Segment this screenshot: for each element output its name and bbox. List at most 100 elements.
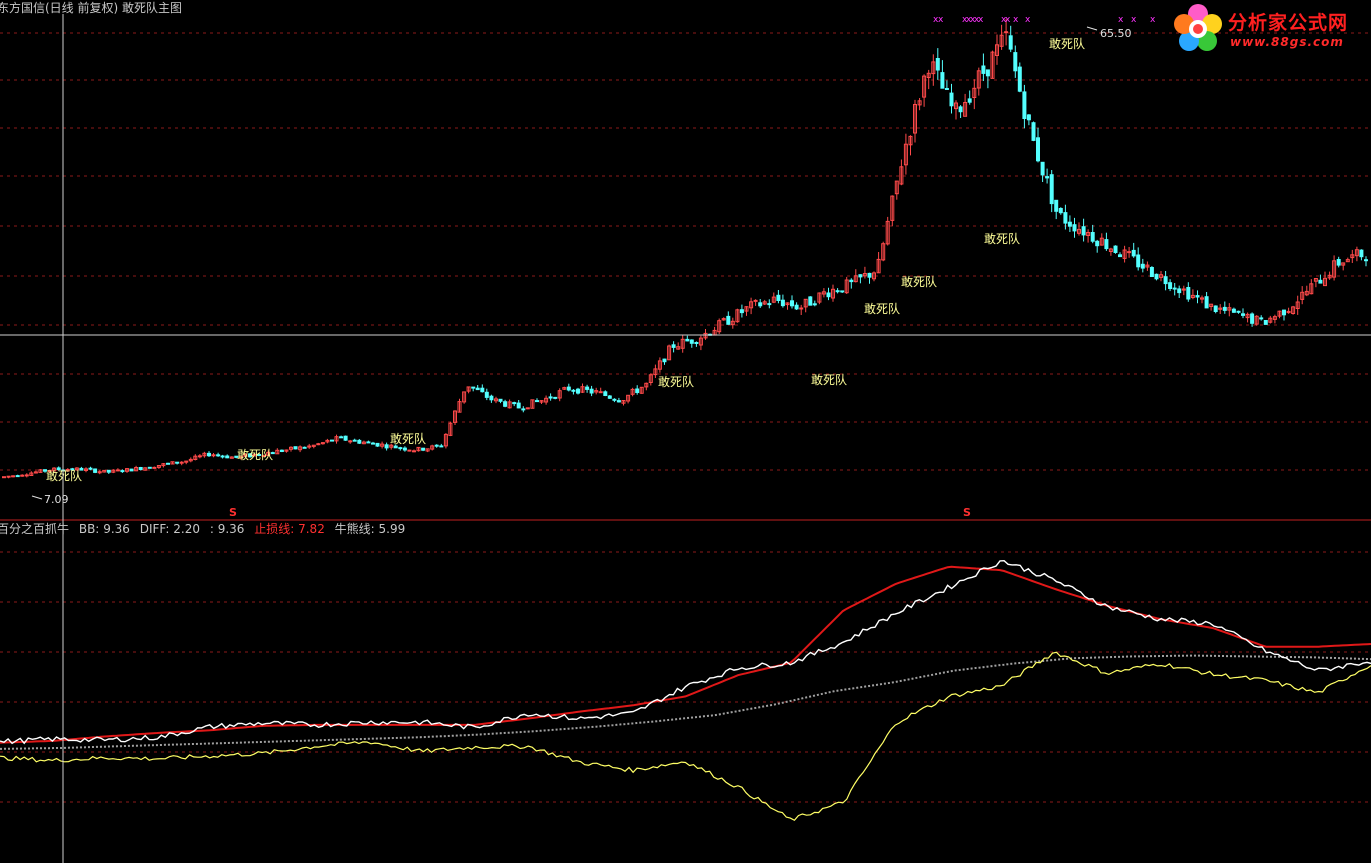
candle-body: [566, 386, 571, 391]
candle-body: [585, 386, 590, 390]
candle-body: [56, 467, 61, 470]
candle-body: [1245, 313, 1250, 319]
candle-body: [302, 446, 307, 449]
candle-body: [1031, 122, 1036, 141]
candle-body: [557, 390, 562, 399]
candle-body: [371, 442, 375, 445]
candle-body: [644, 382, 649, 388]
candle-body: [1195, 295, 1200, 298]
candle-body: [293, 446, 298, 450]
sell-marker: S: [229, 506, 237, 519]
candle-body: [1145, 264, 1150, 268]
candle-body: [1323, 277, 1327, 287]
candle-body: [785, 302, 790, 306]
top-marker: x: [933, 15, 939, 25]
candle-body: [494, 398, 498, 402]
candle-body: [1159, 274, 1163, 278]
top-marker: x: [970, 15, 976, 25]
candle-body: [812, 303, 817, 306]
candle-body: [1177, 288, 1182, 294]
candle-body: [1282, 309, 1286, 316]
candle-body: [47, 470, 52, 472]
candle-body: [1122, 249, 1127, 259]
candle-body: [106, 469, 111, 473]
candle-body: [689, 339, 694, 344]
candle-body: [1364, 259, 1368, 262]
candle-body: [876, 258, 881, 274]
indicator-lines: [0, 559, 1371, 822]
candle-body: [1218, 307, 1223, 310]
candle-body: [161, 463, 166, 467]
candle-body: [143, 467, 148, 471]
candle-body: [1163, 276, 1168, 285]
candle-body: [1131, 249, 1136, 257]
candle-body: [471, 386, 476, 389]
candle-body: [1213, 305, 1218, 312]
candle-body: [1231, 308, 1236, 313]
candle-body: [598, 391, 603, 394]
signal-label: 敢死队: [390, 431, 426, 446]
top-marker: x: [1001, 15, 1007, 25]
third-label: :: [209, 522, 214, 536]
candle-body: [79, 467, 84, 471]
crosshair: [0, 14, 1371, 863]
candle-body: [1077, 228, 1081, 234]
candlestick-series[interactable]: [2, 18, 1368, 479]
candle-body: [553, 396, 558, 399]
candle-body: [125, 468, 129, 472]
candle-body: [361, 441, 366, 445]
candle-body: [389, 444, 394, 448]
candle-body: [1227, 307, 1232, 311]
candle-body: [753, 299, 758, 302]
candle-body: [484, 391, 489, 398]
candle-body: [603, 391, 608, 396]
signal-label: 敢死队: [658, 374, 694, 389]
chart-title: 东方国信(日线 前复权) 敢死队主图: [0, 1, 182, 15]
candle-body: [138, 467, 143, 470]
candle-body: [548, 396, 553, 399]
signal-label: 敢死队: [811, 372, 847, 387]
candle-body: [1354, 249, 1359, 257]
candle-body: [908, 135, 913, 146]
candle-body: [735, 309, 740, 323]
candle-body: [803, 298, 808, 308]
candle-body: [1263, 320, 1268, 325]
candle-body: [1099, 237, 1104, 246]
signal-label: 敢死队: [864, 301, 900, 316]
candle-body: [29, 472, 34, 476]
candle-body: [1026, 114, 1031, 121]
candle-body: [384, 444, 389, 449]
candle-body: [849, 279, 854, 283]
candle-body: [1332, 260, 1337, 278]
candle-body: [197, 455, 202, 458]
signal-label: 敢死队: [237, 447, 273, 462]
candle-body: [33, 471, 38, 474]
candle-body: [1067, 221, 1072, 227]
candle-body: [762, 301, 767, 305]
site-logo[interactable]: 分析家公式网 www.88gs.com: [1170, 2, 1370, 54]
candle-body: [844, 279, 849, 294]
candle-body: [243, 453, 248, 457]
candle-body: [156, 465, 161, 468]
candle-body: [749, 301, 754, 309]
top-marker: x: [1131, 15, 1137, 25]
candle-body: [739, 309, 744, 314]
candle-body: [1209, 303, 1214, 308]
candle-body: [1277, 310, 1282, 317]
bb-line: [0, 559, 1371, 745]
candle-body: [1127, 251, 1132, 254]
candle-body: [1268, 317, 1273, 323]
candle-body: [234, 455, 239, 458]
candle-body: [995, 44, 999, 56]
signal-label: 敢死队: [1049, 36, 1085, 51]
candle-body: [20, 474, 25, 477]
candle-body: [307, 445, 312, 448]
candle-body: [1136, 254, 1141, 268]
candle-body: [184, 460, 189, 463]
candle-body: [170, 461, 175, 465]
candle-body: [1017, 66, 1022, 92]
candle-body: [1309, 283, 1314, 295]
candle-body: [52, 467, 57, 472]
candle-body: [6, 475, 11, 478]
